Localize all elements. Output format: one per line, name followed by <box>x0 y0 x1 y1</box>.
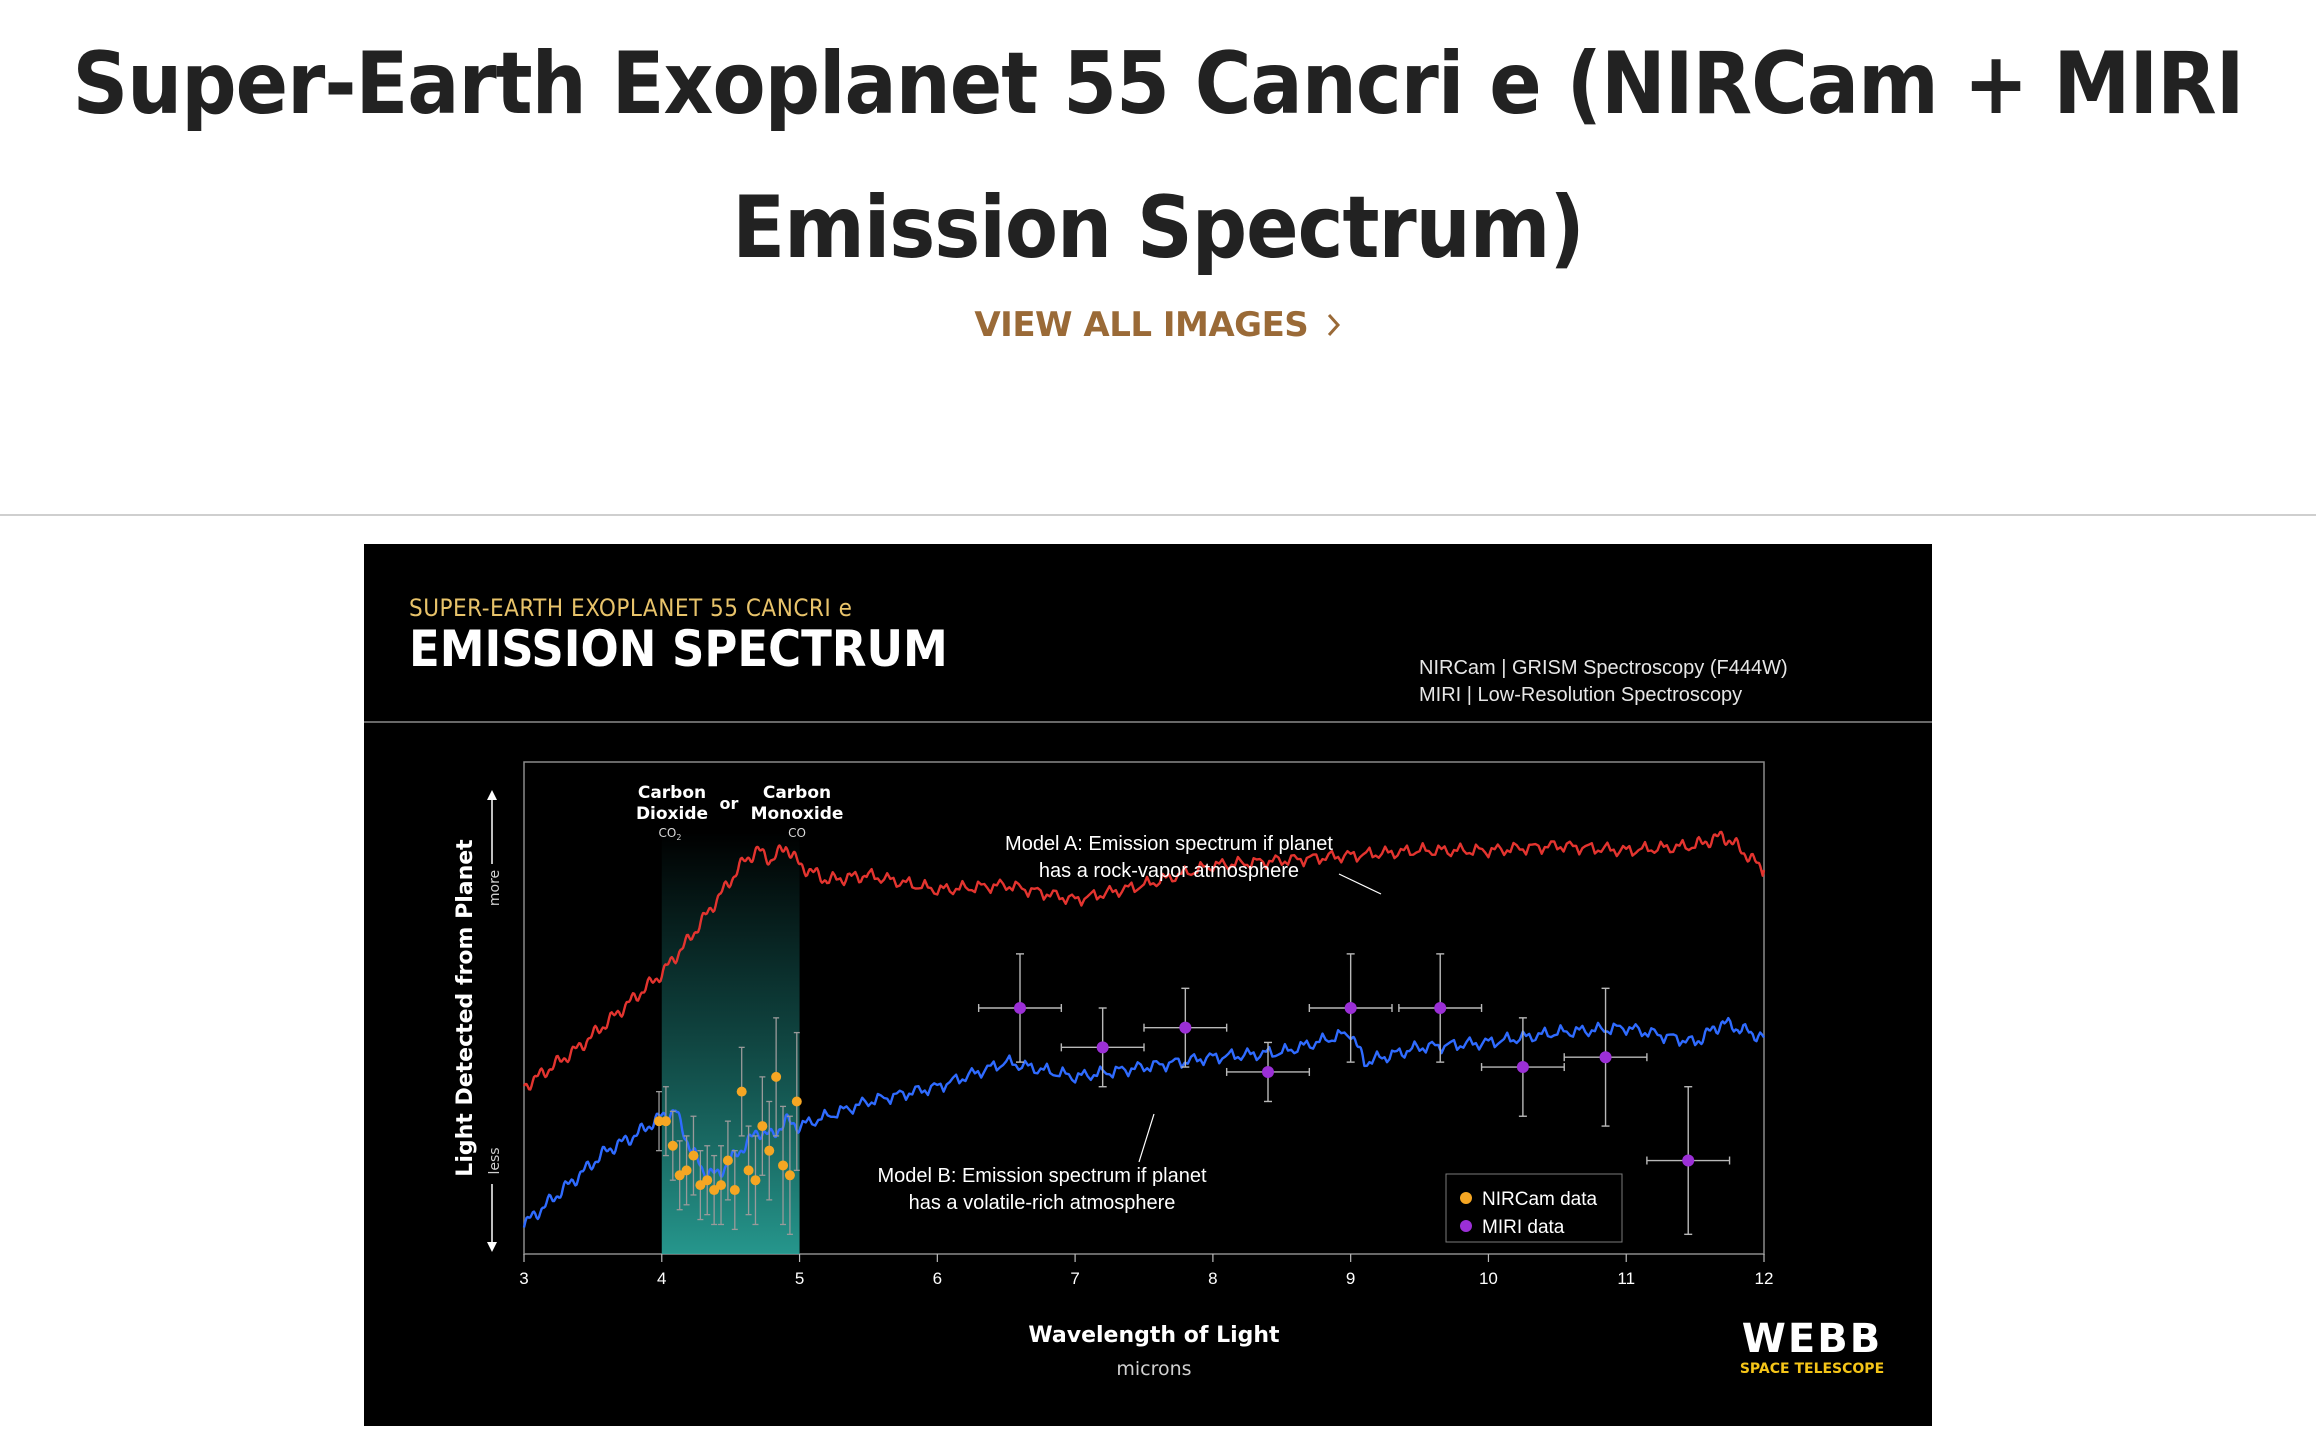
co2-label-line1: Carbon <box>638 783 706 803</box>
model-a-leader <box>1338 873 1382 895</box>
band-labels: Carbon Dioxide or Carbon Monoxide <box>636 783 843 824</box>
x-tick-label: 3 <box>519 1269 528 1288</box>
nircam-data-point <box>743 1165 754 1176</box>
model-a-label-line1: Model A: Emission spectrum if planet <box>1005 833 1333 855</box>
miri-data-point <box>1516 1061 1529 1074</box>
x-tick-label: 9 <box>1346 1269 1355 1288</box>
model-b-line <box>522 1016 1765 1228</box>
x-tick-label: 12 <box>1755 1269 1774 1288</box>
miri-data-point <box>1096 1041 1109 1054</box>
x-axis-label: Wavelength of Light <box>1028 1323 1280 1348</box>
legend-miri-marker <box>1460 1220 1472 1232</box>
co-label-line2: Monoxide <box>751 804 844 824</box>
model-b-leader <box>1138 1113 1155 1163</box>
model-a-label-line2: has a rock-vapor atmosphere <box>1039 860 1299 882</box>
x-tick-label: 4 <box>657 1269 666 1288</box>
y-axis-less: less <box>487 1147 503 1174</box>
nircam-data-point <box>722 1155 733 1166</box>
instrument-nircam: NIRCam | GRISM Spectroscopy (F444W) <box>1419 657 1788 679</box>
legend-miri-label: MIRI data <box>1482 1217 1565 1238</box>
miri-data-point <box>1262 1065 1274 1078</box>
nircam-data-point <box>778 1160 789 1171</box>
nircam-data <box>654 1017 802 1235</box>
view-all-images-link[interactable]: VIEW ALL IMAGES <box>974 305 1341 345</box>
model-b-label-line2: has a volatile-rich atmosphere <box>909 1192 1176 1214</box>
x-tick-label: 5 <box>795 1269 804 1288</box>
figure-heading: EMISSION SPECTRUM <box>409 620 948 678</box>
view-all-images-label: VIEW ALL IMAGES <box>974 305 1309 345</box>
view-all-images: VIEW ALL IMAGES <box>0 305 2316 345</box>
nircam-data-point <box>709 1185 720 1196</box>
legend-nircam-label: NIRCam data <box>1482 1189 1598 1210</box>
nircam-data-point <box>702 1175 713 1186</box>
instrument-miri: MIRI | Low-Resolution Spectroscopy <box>1419 684 1742 706</box>
model-b-label-line1: Model B: Emission spectrum if planet <box>877 1165 1206 1187</box>
x-tick-label: 6 <box>933 1269 942 1288</box>
nircam-data-point <box>791 1096 802 1107</box>
figure-kicker: SUPER-EARTH EXOPLANET 55 CANCRI e <box>409 594 852 622</box>
arrow-up-icon <box>487 790 497 800</box>
arrow-down-icon <box>487 1242 497 1252</box>
webb-logo-main: WEBB <box>1742 1316 1882 1362</box>
x-axis-ticks: 3 4 5 6 7 8 9 10 11 12 <box>519 1254 1773 1288</box>
y-axis-label: Light Detected from Planet <box>453 839 478 1177</box>
page-title: Super-Earth Exoplanet 55 Cancri e (NIRCa… <box>0 12 2316 300</box>
legend: NIRCam data MIRI data <box>1445 1173 1623 1243</box>
miri-data-point <box>1434 1002 1447 1014</box>
spectrum-figure-svg: SUPER-EARTH EXOPLANET 55 CANCRI e EMISSI… <box>364 594 1932 1380</box>
co2-label-line2: Dioxide <box>636 804 708 824</box>
miri-data-point <box>1599 1051 1612 1064</box>
x-tick-label: 11 <box>1617 1269 1635 1288</box>
miri-data-point <box>1344 1002 1357 1014</box>
x-tick-label: 8 <box>1208 1269 1217 1288</box>
nircam-data-point <box>716 1180 727 1191</box>
nircam-data-point <box>667 1140 678 1151</box>
chevron-right-icon <box>1327 313 1340 337</box>
nircam-data-point <box>729 1185 740 1196</box>
miri-data-point <box>1014 1002 1026 1014</box>
legend-nircam-marker <box>1460 1192 1472 1204</box>
spectrum-figure[interactable]: SUPER-EARTH EXOPLANET 55 CANCRI e EMISSI… <box>364 544 1932 1426</box>
nircam-data-point <box>674 1170 685 1181</box>
model-a-line <box>523 830 1766 1091</box>
x-tick-label: 10 <box>1479 1269 1498 1288</box>
nircam-data-point <box>750 1175 761 1186</box>
nircam-data-point <box>784 1170 795 1181</box>
section-divider <box>0 514 2316 516</box>
nircam-data-point <box>660 1116 671 1127</box>
plot-area <box>523 761 1765 1255</box>
band-or: or <box>720 794 739 813</box>
nircam-data-point <box>757 1121 768 1132</box>
co2-formula-base: CO <box>659 826 677 840</box>
model-lines <box>522 830 1766 1228</box>
nircam-data-point <box>695 1180 706 1191</box>
co-label-line1: Carbon <box>763 783 831 803</box>
webb-logo: WEBB SPACE TELESCOPE <box>1740 1316 1884 1377</box>
x-tick-label: 7 <box>1070 1269 1079 1288</box>
legend-box <box>1445 1173 1623 1243</box>
miri-data-point <box>1682 1154 1695 1167</box>
nircam-data-point <box>688 1150 699 1161</box>
nircam-data-point <box>654 1116 665 1127</box>
nircam-data-point <box>771 1071 782 1082</box>
page-title-text: Super-Earth Exoplanet 55 Cancri e (NIRCa… <box>72 34 2244 278</box>
miri-data-point <box>1179 1021 1192 1034</box>
miri-data <box>977 953 1731 1236</box>
webb-logo-sub: SPACE TELESCOPE <box>1740 1361 1884 1377</box>
y-axis-more: more <box>487 870 503 906</box>
nircam-data-point <box>764 1145 775 1156</box>
nircam-data-point <box>681 1165 692 1176</box>
y-axis-label-group: Light Detected from Planet more less <box>453 790 503 1252</box>
co2-formula-subscript: 2 <box>676 833 681 842</box>
co-formula: CO <box>788 826 806 840</box>
co2-formula: CO2 <box>659 826 682 842</box>
x-axis-unit: microns <box>1116 1358 1191 1380</box>
nircam-data-point <box>736 1086 747 1097</box>
